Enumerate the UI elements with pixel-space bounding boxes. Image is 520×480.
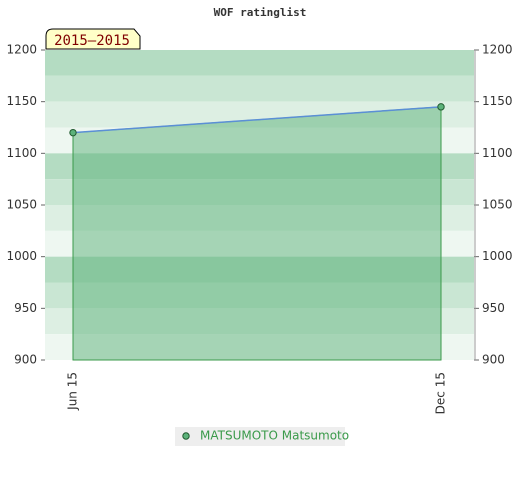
band (45, 50, 474, 76)
x-tick-label: Dec 15 (434, 372, 448, 414)
period-label: 2015–2015 (54, 33, 130, 49)
y2-tick-label: 1050 (482, 198, 513, 212)
y2-tick-label: 1150 (482, 94, 513, 108)
legend-box (175, 427, 345, 446)
y-tick-label: 1200 (6, 43, 37, 57)
chart-title: WOF ratinglist (214, 6, 307, 19)
y-tick-label: 1100 (6, 146, 37, 160)
y2-tick-label: 1000 (482, 249, 513, 263)
y-tick-label: 900 (14, 353, 37, 367)
x-tick-label: Jun 15 (66, 372, 80, 411)
period-badge (45, 28, 141, 50)
point (437, 103, 445, 111)
y2-tick-label: 950 (482, 301, 505, 315)
y2-tick-label: 1200 (482, 43, 513, 57)
line (72, 106, 442, 134)
legend-label: MATSUMOTO Matsumoto (200, 429, 349, 443)
y2-tick-label: 900 (482, 353, 505, 367)
y-tick-label: 1150 (6, 94, 37, 108)
band (45, 75, 474, 102)
area (72, 106, 442, 361)
legend-marker (182, 432, 190, 440)
y-tick-label: 1050 (6, 198, 37, 212)
y-tick-label: 1000 (6, 249, 37, 263)
point (69, 128, 77, 137)
y-tick-label: 950 (14, 301, 37, 315)
y2-tick-label: 1100 (482, 146, 513, 160)
